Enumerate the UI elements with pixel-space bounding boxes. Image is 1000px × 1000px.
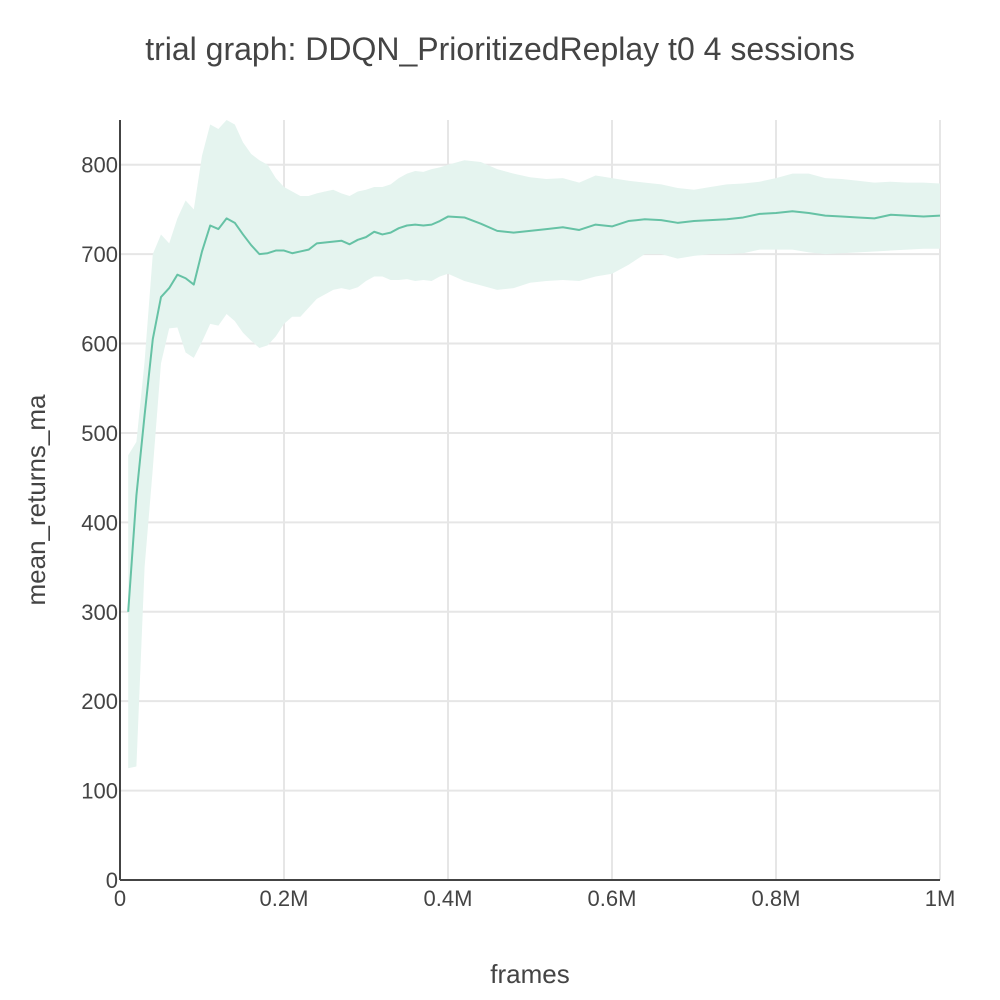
- y-tick-label: 200: [81, 689, 118, 714]
- axes: [119, 120, 940, 881]
- y-tick-label: 100: [81, 779, 118, 804]
- series-line: [127, 210, 941, 612]
- chart-title: trial graph: DDQN_PrioritizedReplay t0 4…: [145, 31, 855, 67]
- y-tick-label: 700: [81, 242, 118, 267]
- x-tick-label: 0.6M: [588, 886, 637, 911]
- x-tick-label: 0.2M: [260, 886, 309, 911]
- y-tick-label: 600: [81, 332, 118, 357]
- y-tick-label: 0: [106, 868, 118, 893]
- x-tick-labels: 0 0.2M 0.4M 0.6M 0.8M 1M: [114, 886, 955, 911]
- series-line-group: [127, 210, 941, 612]
- y-axis-label: mean_returns_ma: [21, 394, 51, 606]
- y-tick-labels: 0 100 200 300 400 500 600 700 800: [81, 153, 118, 893]
- confidence-band: [128, 120, 940, 769]
- y-tick-label: 800: [81, 153, 118, 178]
- x-tick-label: 1M: [925, 886, 956, 911]
- x-tick-label: 0.8M: [752, 886, 801, 911]
- x-tick-label: 0: [114, 886, 126, 911]
- x-axis-label: frames: [490, 959, 569, 989]
- x-tick-label: 0.4M: [424, 886, 473, 911]
- y-tick-label: 400: [81, 510, 118, 535]
- y-tick-label: 300: [81, 600, 118, 625]
- y-tick-label: 500: [81, 421, 118, 446]
- confidence-band-area: [128, 120, 940, 769]
